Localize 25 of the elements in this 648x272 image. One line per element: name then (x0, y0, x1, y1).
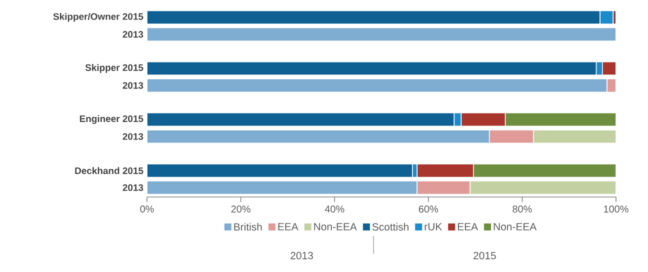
text: 2013 (290, 252, 313, 260)
legend-label: EEA (458, 223, 478, 230)
y-tick-label: Deckhand 2015 (75, 167, 144, 174)
text: 2015 (474, 252, 496, 260)
y-tick-label: Engineer 2015 (80, 115, 144, 124)
legend-label: British (234, 222, 262, 231)
x-tick-label: 100% (604, 206, 628, 213)
y-tick-label: 2013 (122, 82, 144, 89)
y-tick-label: 2013 (122, 31, 144, 38)
legend-label: rUK (424, 223, 442, 230)
x-tick-label: 40% (324, 206, 344, 213)
y-tick-label: 2013 (122, 133, 144, 140)
y-tick-label: 2013 (122, 184, 144, 191)
legend-label: Non-EEA (314, 223, 357, 230)
x-tick-label: 60% (418, 206, 438, 213)
y-tick-label: Skipper 2015 (85, 64, 144, 73)
x-tick-label: 20% (231, 206, 250, 213)
y-tick-label: Skipper/Owner 2015 (53, 12, 144, 22)
x-tick-label: 80% (512, 206, 532, 213)
bar (146, 164, 413, 178)
legend-label: EEA (278, 223, 298, 230)
legend-label: Scottish (372, 222, 408, 231)
x-tick-label: 0% (140, 206, 154, 213)
legend-label: Non-EEA (494, 223, 537, 230)
bar (146, 27, 616, 42)
